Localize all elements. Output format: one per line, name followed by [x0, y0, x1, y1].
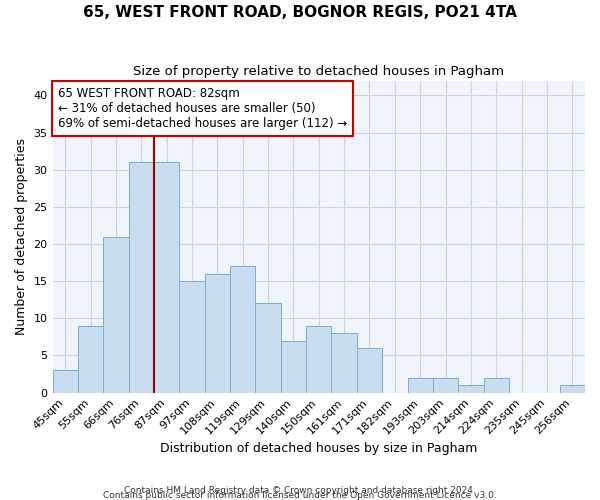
Text: 65 WEST FRONT ROAD: 82sqm
← 31% of detached houses are smaller (50)
69% of semi-: 65 WEST FRONT ROAD: 82sqm ← 31% of detac…	[58, 87, 347, 130]
Bar	[407, 378, 433, 392]
Bar	[205, 274, 230, 392]
Bar	[331, 333, 357, 392]
Text: Contains public sector information licensed under the Open Government Licence v3: Contains public sector information licen…	[103, 490, 497, 500]
X-axis label: Distribution of detached houses by size in Pagham: Distribution of detached houses by size …	[160, 442, 478, 455]
Bar	[78, 326, 103, 392]
Bar	[458, 385, 484, 392]
Title: Size of property relative to detached houses in Pagham: Size of property relative to detached ho…	[133, 65, 504, 78]
Bar	[154, 162, 179, 392]
Bar	[306, 326, 331, 392]
Y-axis label: Number of detached properties: Number of detached properties	[15, 138, 28, 335]
Bar	[53, 370, 78, 392]
Bar	[256, 304, 281, 392]
Bar	[281, 340, 306, 392]
Bar	[179, 281, 205, 392]
Bar	[357, 348, 382, 393]
Text: 65, WEST FRONT ROAD, BOGNOR REGIS, PO21 4TA: 65, WEST FRONT ROAD, BOGNOR REGIS, PO21 …	[83, 5, 517, 20]
Bar	[230, 266, 256, 392]
Bar	[433, 378, 458, 392]
Text: Contains HM Land Registry data © Crown copyright and database right 2024.: Contains HM Land Registry data © Crown c…	[124, 486, 476, 495]
Bar	[128, 162, 154, 392]
Bar	[484, 378, 509, 392]
Bar	[103, 236, 128, 392]
Bar	[560, 385, 585, 392]
